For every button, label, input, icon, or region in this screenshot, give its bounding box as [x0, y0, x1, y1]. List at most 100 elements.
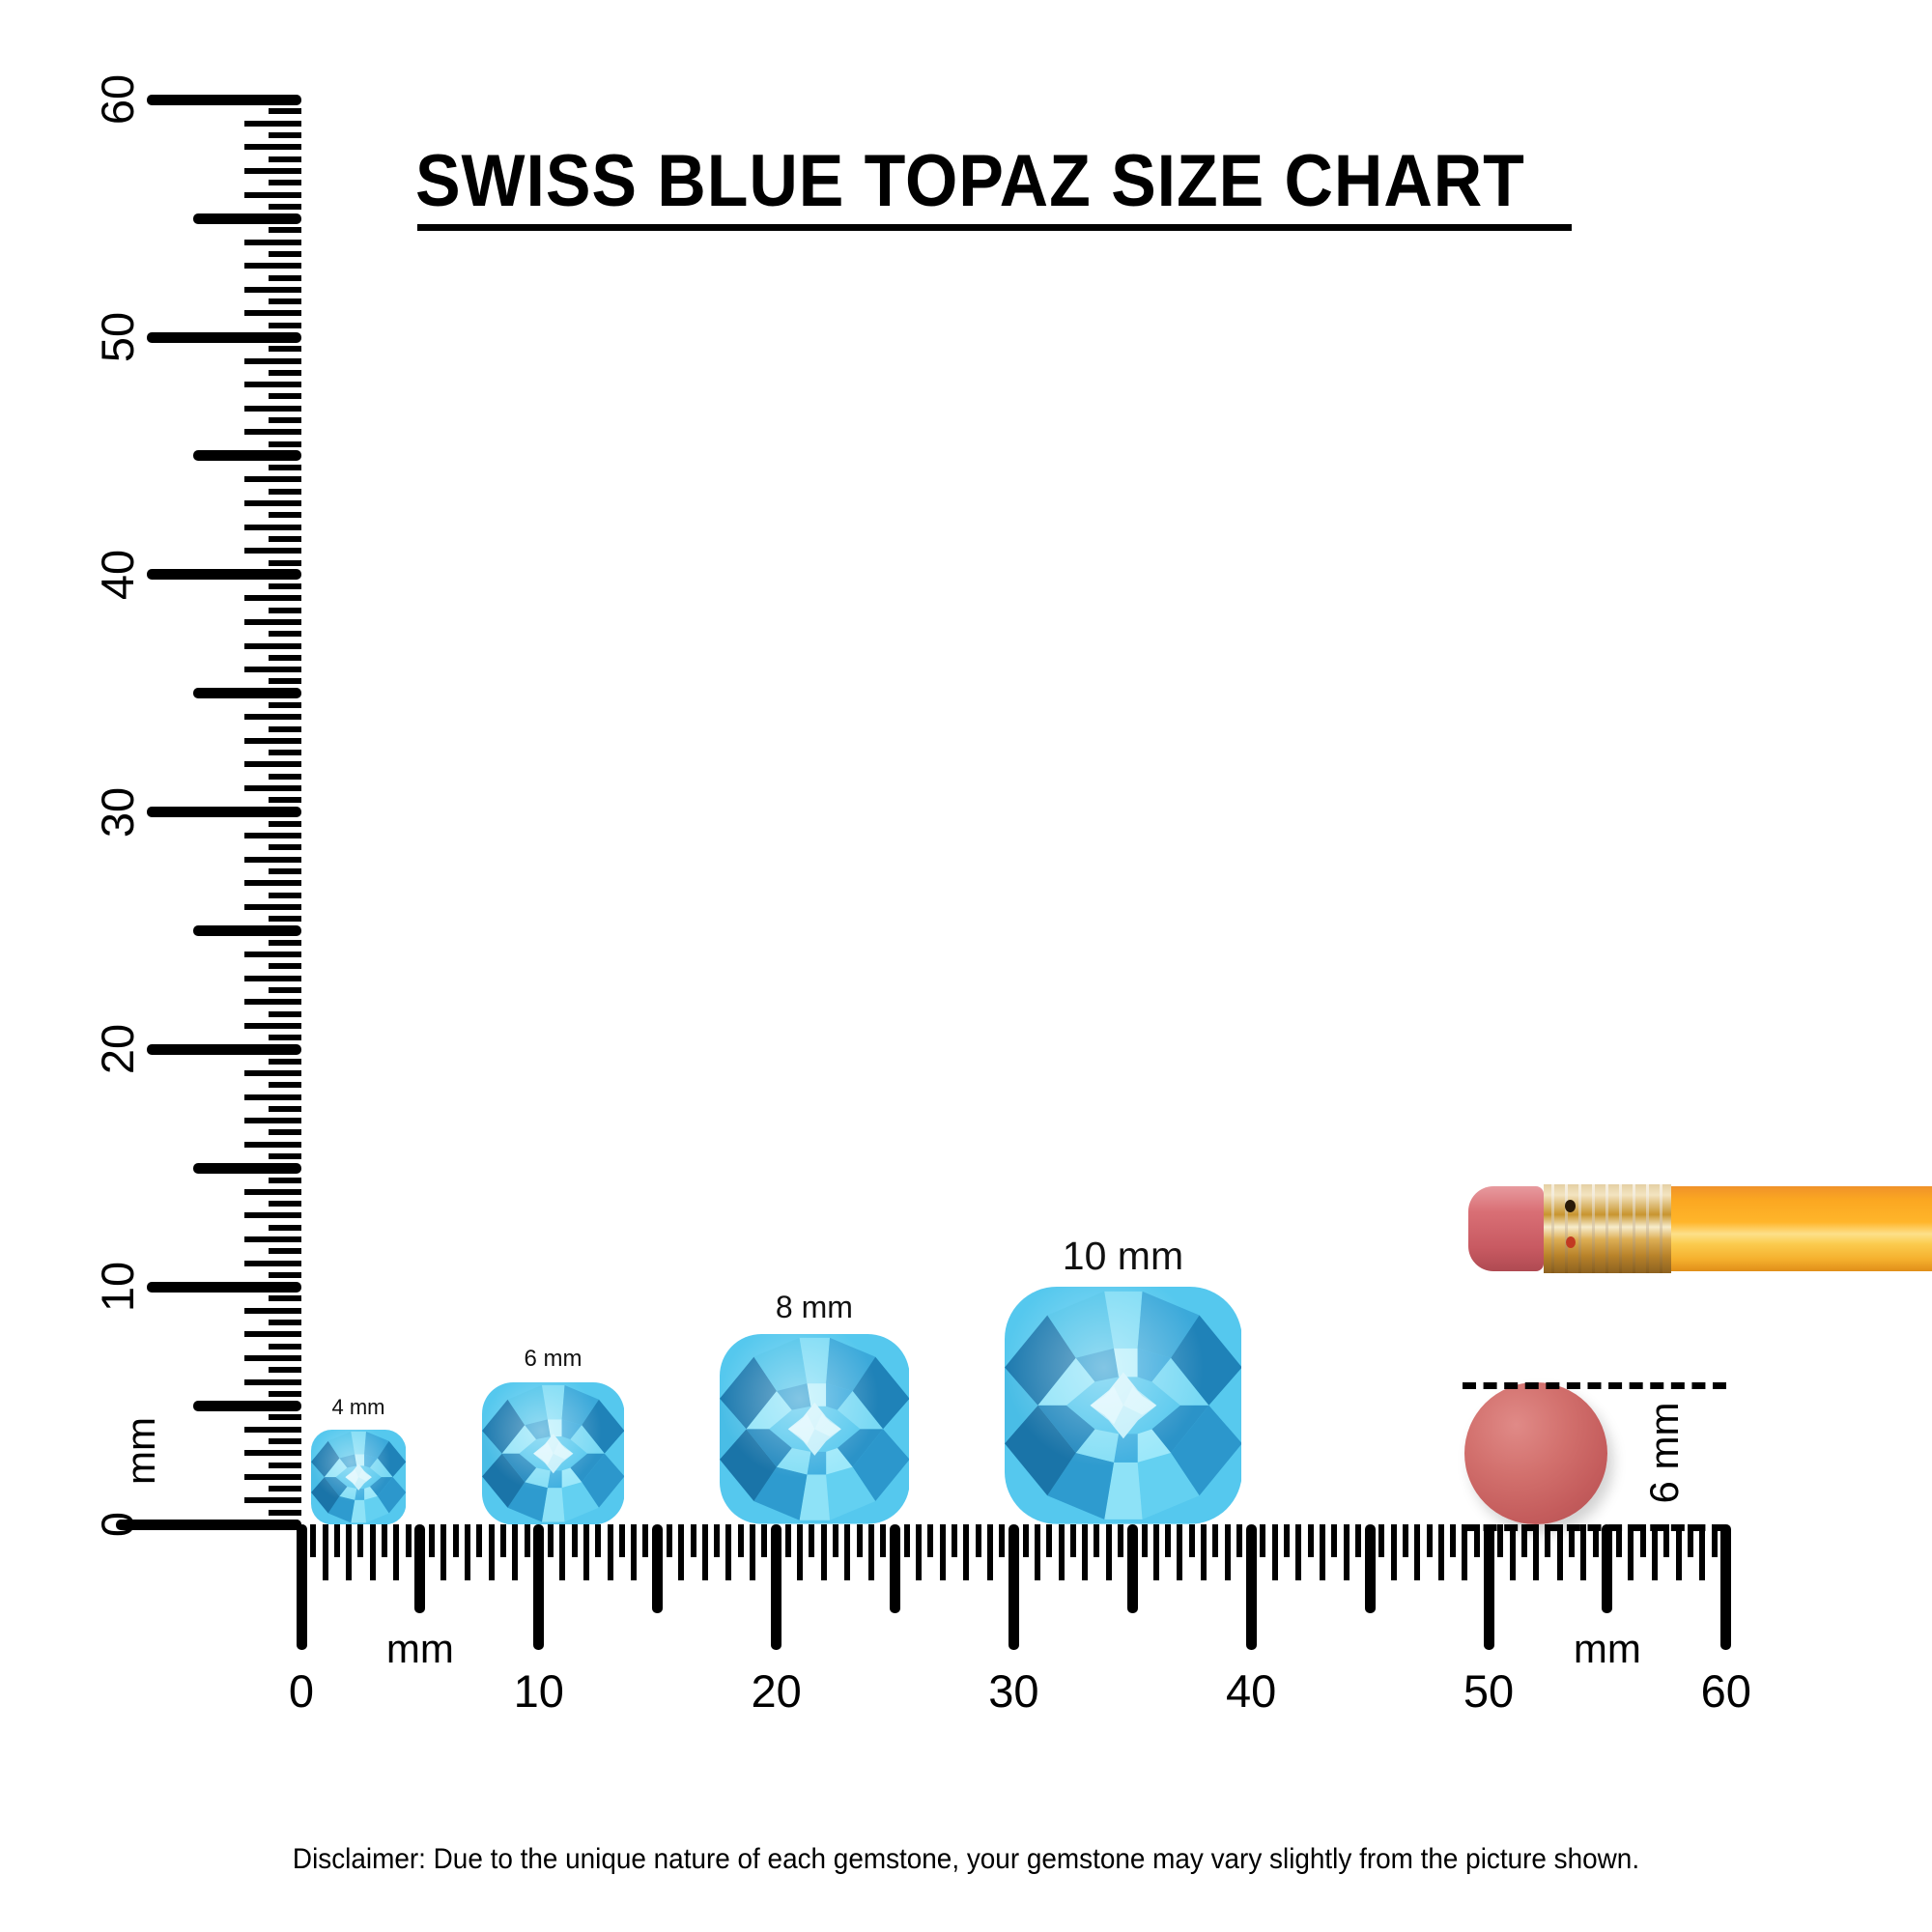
gemstone-10mm: 10 mm [1004, 1234, 1242, 1524]
hruler-tick [499, 1524, 506, 1557]
vruler-tick [193, 450, 301, 462]
hruler-tick [1082, 1524, 1089, 1580]
vruler-tick [244, 999, 301, 1006]
hruler-tick [1284, 1524, 1291, 1557]
hruler-tick [1426, 1524, 1433, 1557]
vruler-tick [147, 807, 301, 818]
gemstone-label: 10 mm [1062, 1234, 1184, 1279]
vruler-tick [244, 1426, 301, 1433]
vruler-tick [269, 1248, 301, 1255]
hruler-tick [1245, 1524, 1257, 1650]
vruler-tick [269, 1129, 301, 1136]
vruler-tick [147, 331, 301, 343]
vruler-tick [269, 607, 301, 613]
hruler-tick [618, 1524, 625, 1557]
hruler-tick [1022, 1524, 1029, 1557]
vruler-tick [269, 916, 301, 923]
ferrule-rib [1619, 1184, 1622, 1273]
vruler-tick [269, 1201, 301, 1208]
vruler-tick [269, 1437, 301, 1444]
vruler-tick [244, 1236, 301, 1243]
vruler-tick [269, 820, 301, 827]
vruler-tick [269, 1295, 301, 1302]
vruler-tick [269, 369, 301, 376]
pencil-ferrule [1544, 1184, 1671, 1273]
vruler-tick [244, 714, 301, 721]
hruler-tick [809, 1524, 815, 1557]
hruler-tick [1483, 1524, 1494, 1650]
vruler-tick [269, 1082, 301, 1089]
vruler-tick [269, 1390, 301, 1397]
vruler-tick [244, 952, 301, 958]
hruler-tick [465, 1524, 471, 1580]
hruler-tick [607, 1524, 613, 1580]
hruler-tick [1687, 1524, 1693, 1557]
hruler-unit-label: mm [1573, 1626, 1641, 1671]
hruler-tick [939, 1524, 946, 1580]
vruler-tick [269, 1153, 301, 1159]
hruler-tick [1652, 1524, 1659, 1580]
vruler-tick [269, 986, 301, 993]
hruler-tick [382, 1524, 388, 1557]
hruler-tick [678, 1524, 685, 1580]
hruler-tick [631, 1524, 638, 1580]
vruler-tick [244, 1331, 301, 1338]
hruler-tick [1378, 1524, 1385, 1557]
vruler-tick [269, 1058, 301, 1065]
vruler-tick [193, 213, 301, 224]
hruler-tick [1545, 1524, 1551, 1557]
hruler-tick [867, 1524, 874, 1580]
vruler-tick [269, 1367, 301, 1374]
disclaimer-text: Disclaimer: Due to the unique nature of … [292, 1843, 1640, 1875]
hruler-tick [784, 1524, 791, 1557]
hruler-tick [1118, 1524, 1123, 1557]
hruler-tick [1720, 1524, 1732, 1650]
hruler-tick [1046, 1524, 1053, 1557]
vruler-tick [244, 1022, 301, 1029]
vruler-tick [244, 310, 301, 317]
vruler-tick [269, 203, 301, 210]
vruler-tick [269, 797, 301, 804]
hruler-tick [1165, 1524, 1172, 1557]
hruler-tick [1497, 1524, 1504, 1557]
vruler-tick [269, 1320, 301, 1326]
vruler-tick [269, 108, 301, 115]
hruler-tick [963, 1524, 970, 1580]
vruler-tick [244, 618, 301, 625]
vruler-tick [269, 465, 301, 471]
hruler-tick [1343, 1524, 1350, 1580]
hruler-tick [701, 1524, 708, 1580]
vruler-tick [269, 274, 301, 281]
hruler-tick [880, 1524, 887, 1557]
hruler-tick [1390, 1524, 1397, 1580]
hruler-tick [1152, 1524, 1159, 1580]
vruler-tick [244, 500, 301, 507]
vruler-tick [269, 773, 301, 780]
hruler-tick [1141, 1524, 1148, 1557]
vruler-tick [244, 856, 301, 863]
vruler-tick [244, 785, 301, 792]
vruler-tick [244, 263, 301, 270]
vruler-tick [244, 595, 301, 602]
hruler-tick [1177, 1524, 1183, 1580]
hruler-tick [346, 1524, 353, 1580]
vruler-tick [269, 559, 301, 566]
hruler-tick [916, 1524, 923, 1580]
hruler-tick [975, 1524, 981, 1557]
ferrule-rib [1551, 1184, 1554, 1273]
hruler-tick [1364, 1524, 1376, 1613]
vruler-tick [244, 382, 301, 388]
vruler-tick [244, 1473, 301, 1480]
hruler-tick [405, 1524, 412, 1557]
vruler-tick [244, 144, 301, 151]
hruler-tick [1556, 1524, 1563, 1580]
vruler-tick [244, 761, 301, 768]
vruler-tick [269, 440, 301, 447]
eraser-dimension-line-bottom [1462, 1524, 1726, 1531]
hruler-tick [1639, 1524, 1646, 1557]
vruler-tick [244, 1354, 301, 1361]
hruler-tick [1462, 1524, 1468, 1580]
vruler-tick [147, 1043, 301, 1055]
hruler-tick [1224, 1524, 1231, 1580]
